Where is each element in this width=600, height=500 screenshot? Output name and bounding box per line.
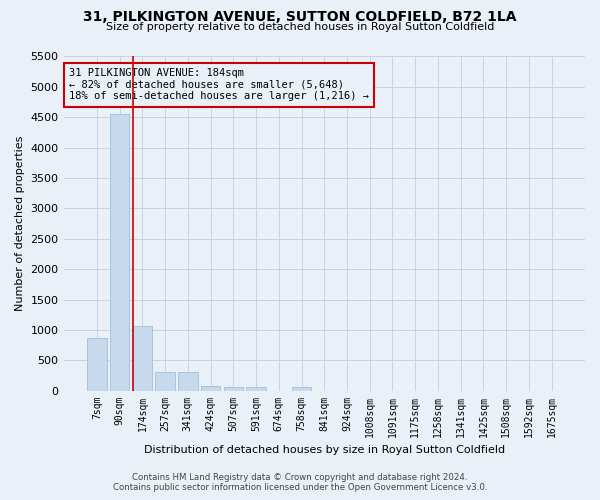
Bar [110,114,130,390]
Y-axis label: Number of detached properties: Number of detached properties [15,136,25,312]
X-axis label: Distribution of detached houses by size in Royal Sutton Coldfield: Distribution of detached houses by size … [144,445,505,455]
Bar [247,388,266,390]
Bar [292,387,311,390]
Bar [155,372,175,390]
Bar [133,326,152,390]
Bar [224,386,243,390]
Bar [201,386,220,390]
Text: Size of property relative to detached houses in Royal Sutton Coldfield: Size of property relative to detached ho… [106,22,494,32]
Text: 31, PILKINGTON AVENUE, SUTTON COLDFIELD, B72 1LA: 31, PILKINGTON AVENUE, SUTTON COLDFIELD,… [83,10,517,24]
Bar [87,338,107,390]
Text: 31 PILKINGTON AVENUE: 184sqm
← 82% of detached houses are smaller (5,648)
18% of: 31 PILKINGTON AVENUE: 184sqm ← 82% of de… [69,68,369,102]
Text: Contains HM Land Registry data © Crown copyright and database right 2024.
Contai: Contains HM Land Registry data © Crown c… [113,473,487,492]
Bar [178,372,197,390]
